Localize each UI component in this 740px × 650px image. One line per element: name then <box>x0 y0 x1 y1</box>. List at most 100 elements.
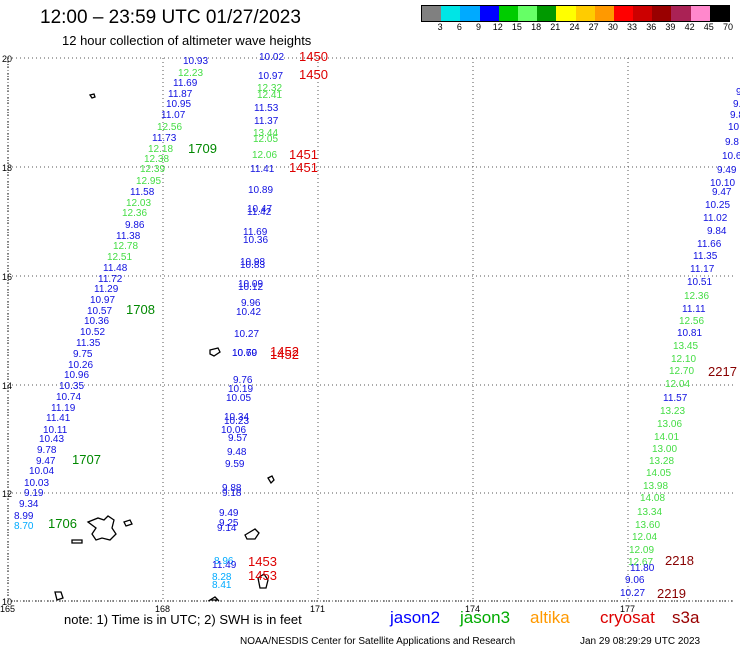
wave-height-label: 10.89 <box>248 185 273 196</box>
y-axis-label: 14 <box>2 381 12 391</box>
wave-height-label: 12.03 <box>126 198 151 209</box>
coastline-outline <box>88 93 96 99</box>
page-subtitle: 12 hour collection of altimeter wave hei… <box>62 33 312 48</box>
wave-height-label: 13.28 <box>649 456 674 467</box>
wave-height-label: 11.41 <box>46 413 71 424</box>
wave-height-label: 9.49 <box>219 508 239 519</box>
wave-height-label: 9.78 <box>37 445 57 456</box>
wave-height-label: 9.57 <box>228 433 248 444</box>
wave-height-label: 10.98 <box>240 257 265 268</box>
wave-height-label: 10.05 <box>226 393 251 404</box>
wave-height-label: 11.87 <box>168 89 193 100</box>
wave-height-label: 12.36 <box>684 291 709 302</box>
wave-height-label: 14.05 <box>646 468 671 479</box>
y-axis-label: 18 <box>2 163 12 173</box>
x-axis-label: 174 <box>465 604 480 614</box>
wave-height-label: 9.96 <box>241 298 261 309</box>
wave-height-label: 10.81 <box>677 328 702 339</box>
wave-height-label: 12.36 <box>122 208 147 219</box>
wave-height-label: 10.19 <box>228 384 253 395</box>
legend-label: 30 <box>607 22 618 32</box>
legend-swatch <box>479 6 499 21</box>
wave-height-label: 12.41 <box>257 90 282 101</box>
footer-credit: NOAA/NESDIS Center for Satellite Applica… <box>240 636 516 647</box>
wave-height-label: 12.04 <box>665 379 690 390</box>
wave-height-label: 12.23 <box>178 68 203 79</box>
wave-height-label: 12.38 <box>144 154 169 165</box>
wave-height-label: 11.17 <box>690 264 715 275</box>
wave-height-label: 11.02 <box>703 213 728 224</box>
y-axis-label: 20 <box>2 54 12 64</box>
wave-height-label: 9.59 <box>225 459 245 470</box>
y-axis-label: 10 <box>2 597 12 607</box>
wave-height-label: 9.47 <box>36 456 56 467</box>
wave-height-label: 11.48 <box>103 263 128 274</box>
wave-height-label: 10.42 <box>236 307 261 318</box>
footer-timestamp: Jan 29 08:29:29 UTC 2023 <box>580 636 701 647</box>
wave-height-label: 11.37 <box>254 116 279 127</box>
wave-height-label: 13.00 <box>652 444 677 455</box>
legend-label: 33 <box>627 22 638 32</box>
wave-height-label: 10.36 <box>243 235 268 246</box>
legend-swatch <box>517 6 538 21</box>
legend-label: 6 <box>456 22 462 32</box>
wave-height-label: 10.11 <box>43 425 68 436</box>
wave-height-label: 8.99 <box>14 511 34 522</box>
page-title: 12:00 – 23:59 UTC 01/27/2023 <box>40 7 301 28</box>
wave-height-label: 9.19 <box>24 488 44 499</box>
wave-height-label: 12.06 <box>252 150 277 161</box>
coastline-outline <box>244 528 260 540</box>
wave-height-label: 12.56 <box>157 122 182 133</box>
wave-height-label: 10.10 <box>710 178 735 189</box>
wave-height-label: 10.12 <box>238 282 263 293</box>
legend-label: 18 <box>531 22 542 32</box>
wave-height-label: 8.70 <box>14 521 34 532</box>
legend-label: 42 <box>684 22 695 32</box>
wave-height-label: 11.69 <box>173 78 198 89</box>
coastline-outline <box>257 573 269 589</box>
wave-height-label: 9.76 <box>233 375 253 386</box>
wave-height-label: 11.42 <box>247 207 272 218</box>
legend-label: 39 <box>665 22 676 32</box>
wave-height-label: 13.44 <box>253 128 278 139</box>
wave-height-label: 12.70 <box>669 366 694 377</box>
wave-height-label: 10.02 <box>259 52 284 63</box>
wave-height-label: 10.96 <box>64 370 89 381</box>
wave-height-label: 14.08 <box>640 493 665 504</box>
wave-height-label: 11.80 <box>630 563 655 574</box>
x-axis-label: 177 <box>620 604 635 614</box>
time-label: 1452 <box>270 347 299 362</box>
wave-height-label: 10.35 <box>59 381 84 392</box>
wave-height-label: 10.27 <box>620 588 645 599</box>
time-label: 2217 <box>708 364 737 379</box>
legend-swatch <box>709 6 729 21</box>
time-label: 1706 <box>48 516 77 531</box>
wave-height-label: 9.06 <box>625 575 645 586</box>
wave-height-label: 13.23 <box>660 406 685 417</box>
legend-swatch <box>652 6 672 21</box>
wave-height-label: 9.14 <box>217 523 237 534</box>
wave-height-label: 10.74 <box>56 392 81 403</box>
coastline-outline <box>54 591 64 601</box>
wave-height-label: 10.60 <box>232 348 257 359</box>
wave-height-label: 12.05 <box>253 134 278 145</box>
coastline-outline <box>267 475 275 485</box>
wave-height-label: 12.51 <box>107 252 132 263</box>
coastline-outline <box>86 515 117 541</box>
legend-swatch <box>671 6 691 21</box>
time-label: 1452 <box>270 344 299 359</box>
wave-height-label: 9.84 <box>707 226 727 237</box>
wave-height-label: 12.78 <box>113 241 138 252</box>
wave-height-label: 9.48 <box>227 447 247 458</box>
wave-height-label: 11.49 <box>212 560 237 571</box>
legend-swatch <box>690 6 710 21</box>
wave-height-label: 11.57 <box>663 393 688 404</box>
wave-height-label: 8.28 <box>212 572 232 583</box>
legend-swatch <box>633 6 653 21</box>
legend-swatch <box>613 6 634 21</box>
wave-height-label: 11.58 <box>130 187 155 198</box>
wave-height-label: 10.34 <box>224 412 249 423</box>
footer-note: note: 1) Time is in UTC; 2) SWH is in fe… <box>64 612 302 627</box>
wave-height-label: 9.49 <box>717 165 737 176</box>
